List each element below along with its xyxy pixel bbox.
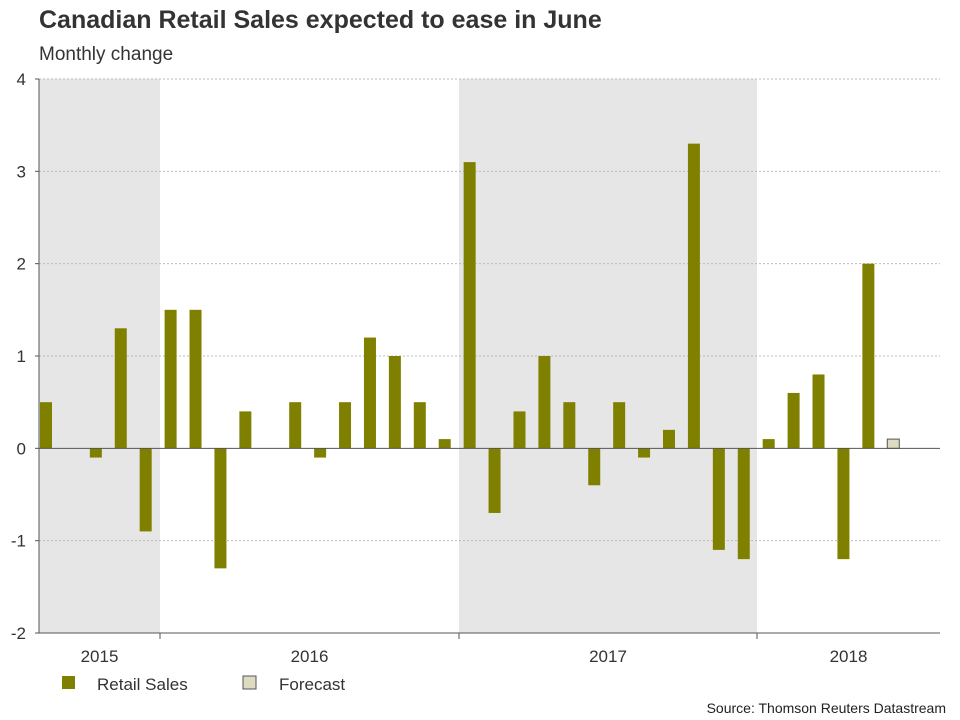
retail-sales-bar-33 (862, 263, 875, 449)
retail-sales-bar-18 (488, 448, 501, 513)
y-tick-label--1: -1 (11, 532, 26, 551)
retail-sales-bar-23 (613, 402, 626, 449)
y-tick-label--2: -2 (11, 624, 26, 643)
retail-sales-bar-20 (538, 356, 551, 449)
y-tick-label-1: 1 (17, 347, 26, 366)
retail-sales-bar-24 (638, 448, 651, 458)
retail-sales-bar-29 (762, 439, 775, 449)
forecast-bar-34 (886, 438, 900, 449)
retail-sales-bar-21 (563, 402, 576, 449)
retail-sales-bar-3 (114, 328, 127, 449)
legend: Retail Sales Forecast (62, 675, 345, 694)
retail-sales-bar-17 (463, 162, 476, 449)
retail-sales-bar-27 (712, 448, 725, 550)
retail-sales-bar-2 (89, 448, 102, 458)
retail-sales-bar-25 (663, 429, 675, 449)
x-tick-label-2017: 2017 (589, 647, 627, 666)
retail-sales-bar-8 (239, 411, 252, 449)
retail-sales-bar-28 (737, 448, 750, 560)
retail-sales-bar-19 (513, 411, 526, 449)
bars (40, 143, 900, 569)
legend-swatch-forecast (242, 675, 257, 690)
retail-sales-bar-0 (40, 402, 52, 449)
legend-label-retail-sales: Retail Sales (97, 675, 188, 694)
y-tick-label-4: 4 (17, 70, 26, 89)
retail-sales-bar-11 (314, 448, 327, 458)
y-tick-label-3: 3 (17, 162, 26, 181)
retail-sales-bar-16 (438, 439, 451, 449)
axes (35, 78, 940, 639)
x-tick-label-2016: 2016 (291, 647, 329, 666)
retail-sales-bar-4 (139, 448, 152, 532)
chart-title: Canadian Retail Sales expected to ease i… (39, 6, 602, 34)
y-tick-label-2: 2 (17, 255, 26, 274)
retail-sales-bar-32 (837, 448, 850, 560)
retail-sales-bar-22 (588, 448, 601, 486)
retail-sales-bar-10 (289, 402, 302, 449)
retail-sales-bar-14 (388, 356, 401, 449)
retail-sales-bar-30 (787, 392, 800, 449)
retail-sales-bar-13 (363, 337, 376, 449)
x-tick-label-2018: 2018 (830, 647, 868, 666)
legend-swatch-retail-sales (62, 676, 75, 689)
legend-label-forecast: Forecast (279, 675, 345, 694)
x-tick-label-2015: 2015 (81, 647, 119, 666)
retail-sales-bar-26 (687, 143, 700, 449)
retail-sales-bar-15 (413, 402, 426, 449)
y-tick-labels: -2 -1 0 1 2 3 4 (11, 70, 26, 643)
y-tick-label-0: 0 (17, 439, 26, 458)
retail-sales-bar-12 (339, 402, 352, 449)
retail-sales-bar-6 (189, 309, 202, 449)
retail-sales-bar-5 (164, 309, 177, 449)
retail-sales-bar-7 (214, 448, 227, 569)
x-tick-labels: 2015 2016 2017 2018 (81, 647, 868, 666)
source-note: Source: Thomson Reuters Datastream (706, 700, 946, 716)
chart-subtitle: Monthly change (39, 44, 174, 65)
retail-sales-bar-31 (812, 374, 825, 449)
